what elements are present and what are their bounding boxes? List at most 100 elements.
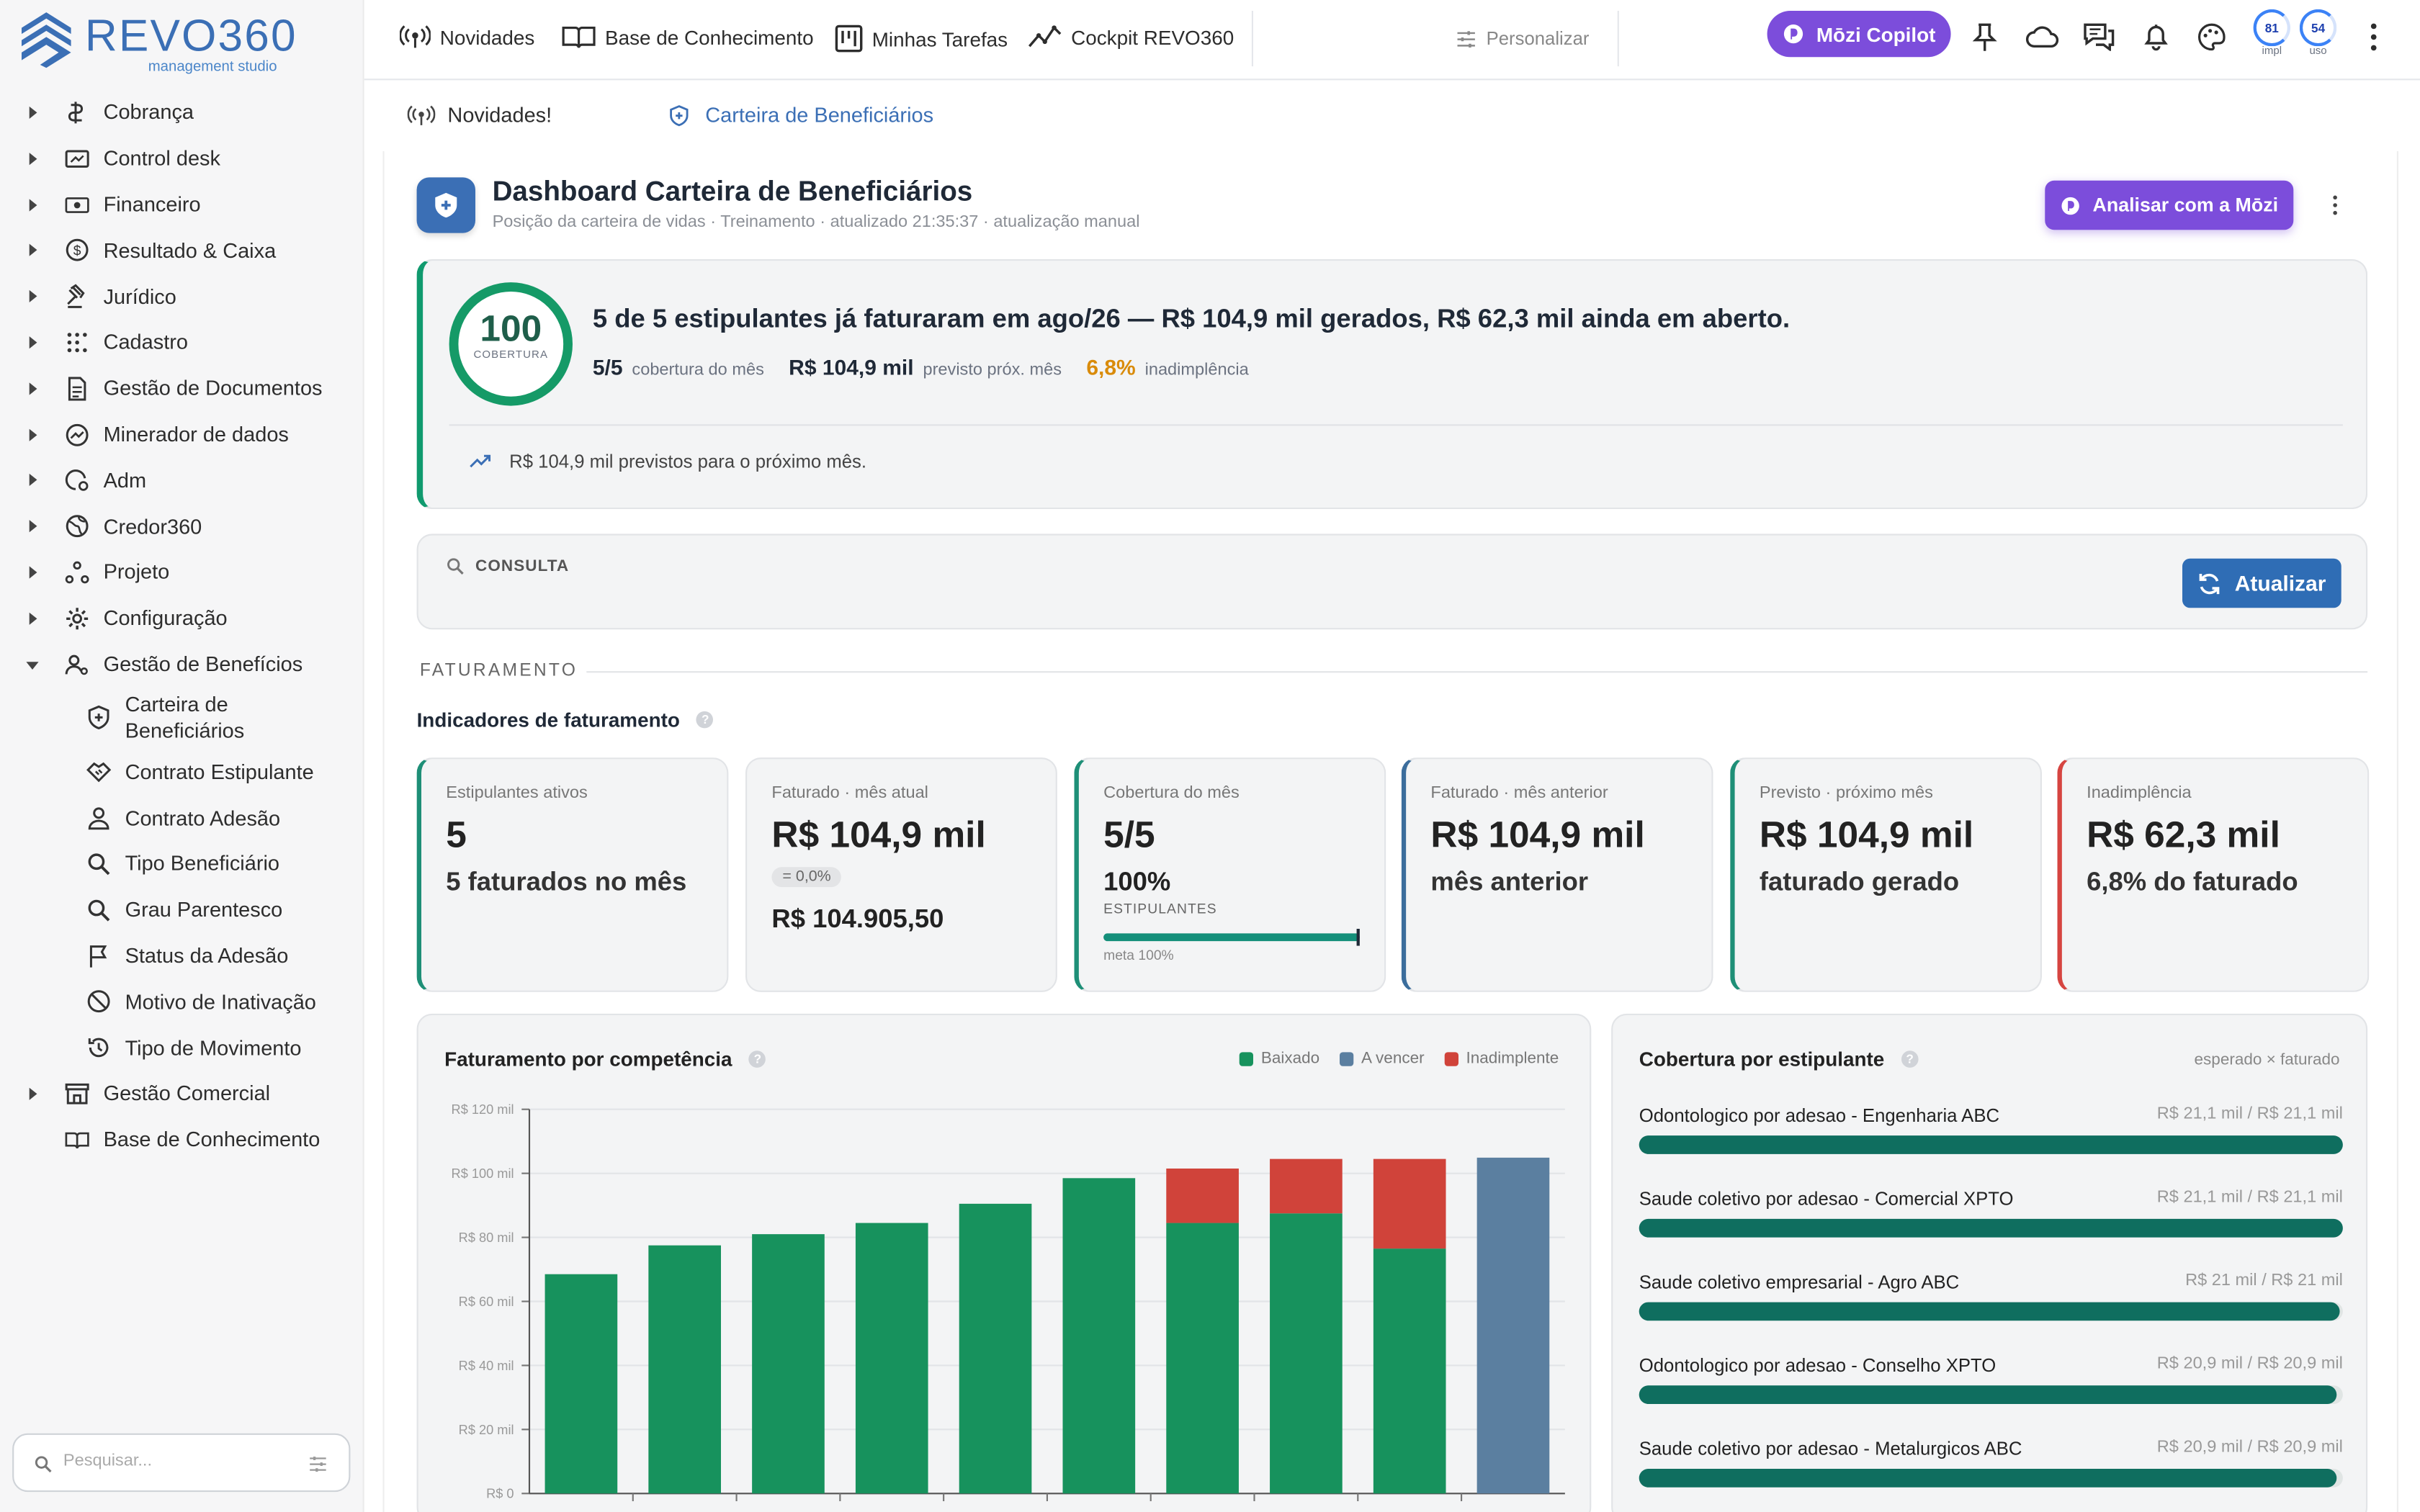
variation-badge: = 0,0% [771,867,842,888]
sidebar-item-projeto[interactable]: Projeto [0,549,364,595]
flag-icon [86,943,111,968]
sidebar-subitem-tipo-beneficiario[interactable]: Tipo Beneficiário [0,841,364,887]
coverage-bar-fill [1639,1385,2337,1404]
indicators-title: Indicadores de faturamento [416,708,680,732]
topbar-link-minhas-tarefas[interactable]: Minhas Tarefas [835,24,1008,53]
sidebar-subitem-contrato-estipulante[interactable]: Contrato Estipulante [0,749,364,795]
stat-default-label: inadimplência [1144,361,1249,380]
chart-legend: Baixado A vencer Inadimplente [1219,1049,1559,1068]
billing-bar-chart: R$ 0 R$ 20 mil R$ 40 mil R$ 60 mil R$ 80 mil… [452,1102,1565,1501]
refresh-label: Atualizar [2234,570,2326,596]
topbar-link-cockpit[interactable]: Cockpit REVO360 [1028,24,1234,49]
stipulant-name: Odontologico por adesao - Engenharia ABC [1639,1104,2000,1127]
sidebar-subitem-label: Contrato Adesão [125,806,281,829]
sidebar-item-control-desk[interactable]: Control desk [0,135,364,181]
sidebar-item-label: Resultado & Caixa [103,238,277,262]
bar-segment-a-vencer [1476,1157,1550,1494]
admin-icon [65,468,89,492]
analyze-label: Analisar com a Mōzi [2092,194,2279,216]
more-vertical-icon[interactable] [2326,192,2344,220]
sidebar-subitem-status-adesao[interactable]: Status da Adesão [0,932,364,978]
gauge-value: 54 [2299,9,2337,47]
personalize-button[interactable]: Personalizar [1456,28,1590,50]
kpi-subtext: 5 faturados no mês [446,867,687,896]
sidebar-item-label: Base de Conhecimento [103,1128,321,1151]
bar-segment-baixado [855,1223,928,1494]
sidebar-item-resultado-caixa[interactable]: $ Resultado & Caixa [0,228,364,274]
help-icon[interactable]: ? [749,1050,766,1068]
topbar-link-novidades[interactable]: Novidades [400,24,534,49]
tab-carteira-beneficiarios[interactable]: Carteira de Beneficiários [668,104,933,127]
coverage-bar [1639,1302,2343,1321]
summary-footnote: R$ 104,9 mil previstos para o próximo mê… [469,451,866,472]
gauge-impl[interactable]: 81 impl [2251,9,2292,59]
sidebar-item-cobranca[interactable]: Cobrança [0,89,364,135]
book-open-icon [65,1128,89,1152]
y-tick-label: R$ 40 mil [459,1359,514,1373]
legend-item[interactable]: A vencer [1340,1049,1425,1068]
help-icon[interactable]: ? [696,711,714,729]
stipulant-name: Saude coletivo por adesao - Metalurgicos… [1639,1438,2022,1460]
analyze-with-mozi-button[interactable]: Analisar com a Mōzi [2045,180,2294,230]
shield-plus-icon [86,706,111,730]
sidebar-subitem-contrato-adesao[interactable]: Contrato Adesão [0,795,364,841]
cloud-icon[interactable] [2025,20,2059,54]
sidebar-item-label: Configuração [103,606,228,630]
help-icon[interactable]: ? [1901,1050,1919,1068]
pin-icon[interactable] [1968,20,2002,54]
more-vertical-icon[interactable] [2357,20,2390,54]
sidebar-subitem-tipo-movimento[interactable]: Tipo de Movimento [0,1025,364,1071]
legend-item[interactable]: Baixado [1239,1049,1319,1068]
sidebar-item-base-conhecimento[interactable]: Base de Conhecimento [0,1117,364,1163]
topbar-link-base-conhecimento[interactable]: Base de Conhecimento [562,24,814,49]
sidebar-item-gestao-comercial[interactable]: Gestão Comercial [0,1071,364,1117]
palette-icon[interactable] [2195,20,2228,54]
search-icon [35,1456,52,1473]
coverage-goal: meta 100% [1103,947,1174,963]
sidebar-item-juridico[interactable]: Jurídico [0,274,364,320]
gear-icon [65,606,89,631]
coverage-progress-fill [1103,933,1360,942]
revo360-logo[interactable]: REVO360 management studio [19,9,328,77]
topbar: Novidades Base de Conhecimento Minhas Ta… [364,0,2420,81]
coverage-bar-fill [1639,1468,2337,1488]
kpi-subtext: mês anterior [1430,867,1589,896]
sidebar-item-financeiro[interactable]: Financeiro [0,181,364,228]
tab-novidades[interactable]: Novidades! [407,104,552,127]
legend-item[interactable]: Inadimplente [1444,1049,1559,1068]
coverage-by-stipulant-card: Cobertura por estipulante ? esperado × f… [1611,1013,2368,1512]
sidebar-subitem-grau-parentesco[interactable]: Grau Parentesco [0,887,364,933]
book-open-icon [562,26,596,48]
sidebar-item-label: Minerador de dados [103,423,289,446]
bar-segment-baixado [1166,1223,1239,1494]
filter-sliders-icon[interactable] [309,1455,328,1474]
sidebar-item-credor360[interactable]: Credor360 [0,503,364,549]
legend-label: Inadimplente [1466,1049,1559,1068]
stipulant-name: Saude coletivo empresarial - Agro ABC [1639,1271,1960,1293]
sidebar-subitem-label: Contrato Estipulante [125,760,314,784]
coverage-percent: 100% [1103,867,1171,896]
chat-icon[interactable] [2082,20,2116,54]
sidebar-item-gestao-beneficios[interactable]: Gestão de Benefícios [0,641,364,687]
sidebar-subitem-label: Motivo de Inativação [125,990,316,1014]
sidebar-search-input[interactable] [63,1452,295,1471]
sidebar-item-minerador-dados[interactable]: Minerador de dados [0,411,364,457]
bell-icon[interactable] [2139,20,2173,54]
stat-forecast-label: previsto próx. mês [923,361,1062,380]
trending-up-icon [470,454,491,468]
revo-logo-icon [22,12,71,68]
sidebar-item-cadastro[interactable]: Cadastro [0,320,364,366]
brand-tagline: management studio [148,58,277,76]
personalize-label: Personalizar [1486,27,1590,50]
sidebar-item-gestao-documentos[interactable]: Gestão de Documentos [0,365,364,411]
footnote-text: R$ 104,9 mil previstos para o próximo mê… [509,450,867,472]
gauge-uso[interactable]: 54 uso [2298,9,2339,59]
sidebar-item-configuracao[interactable]: Configuração [0,595,364,642]
bar-segment-baixado [1373,1248,1446,1494]
copilot-button[interactable]: Mōzi Copilot [1767,11,1951,58]
grid-dots-icon [65,330,89,355]
sidebar-item-adm[interactable]: Adm [0,457,364,503]
sidebar-subitem-carteira-beneficiarios[interactable]: Carteira de Beneficiários [0,687,364,749]
sidebar-subitem-motivo-inativacao[interactable]: Motivo de Inativação [0,978,364,1025]
refresh-button[interactable]: Atualizar [2182,558,2341,608]
